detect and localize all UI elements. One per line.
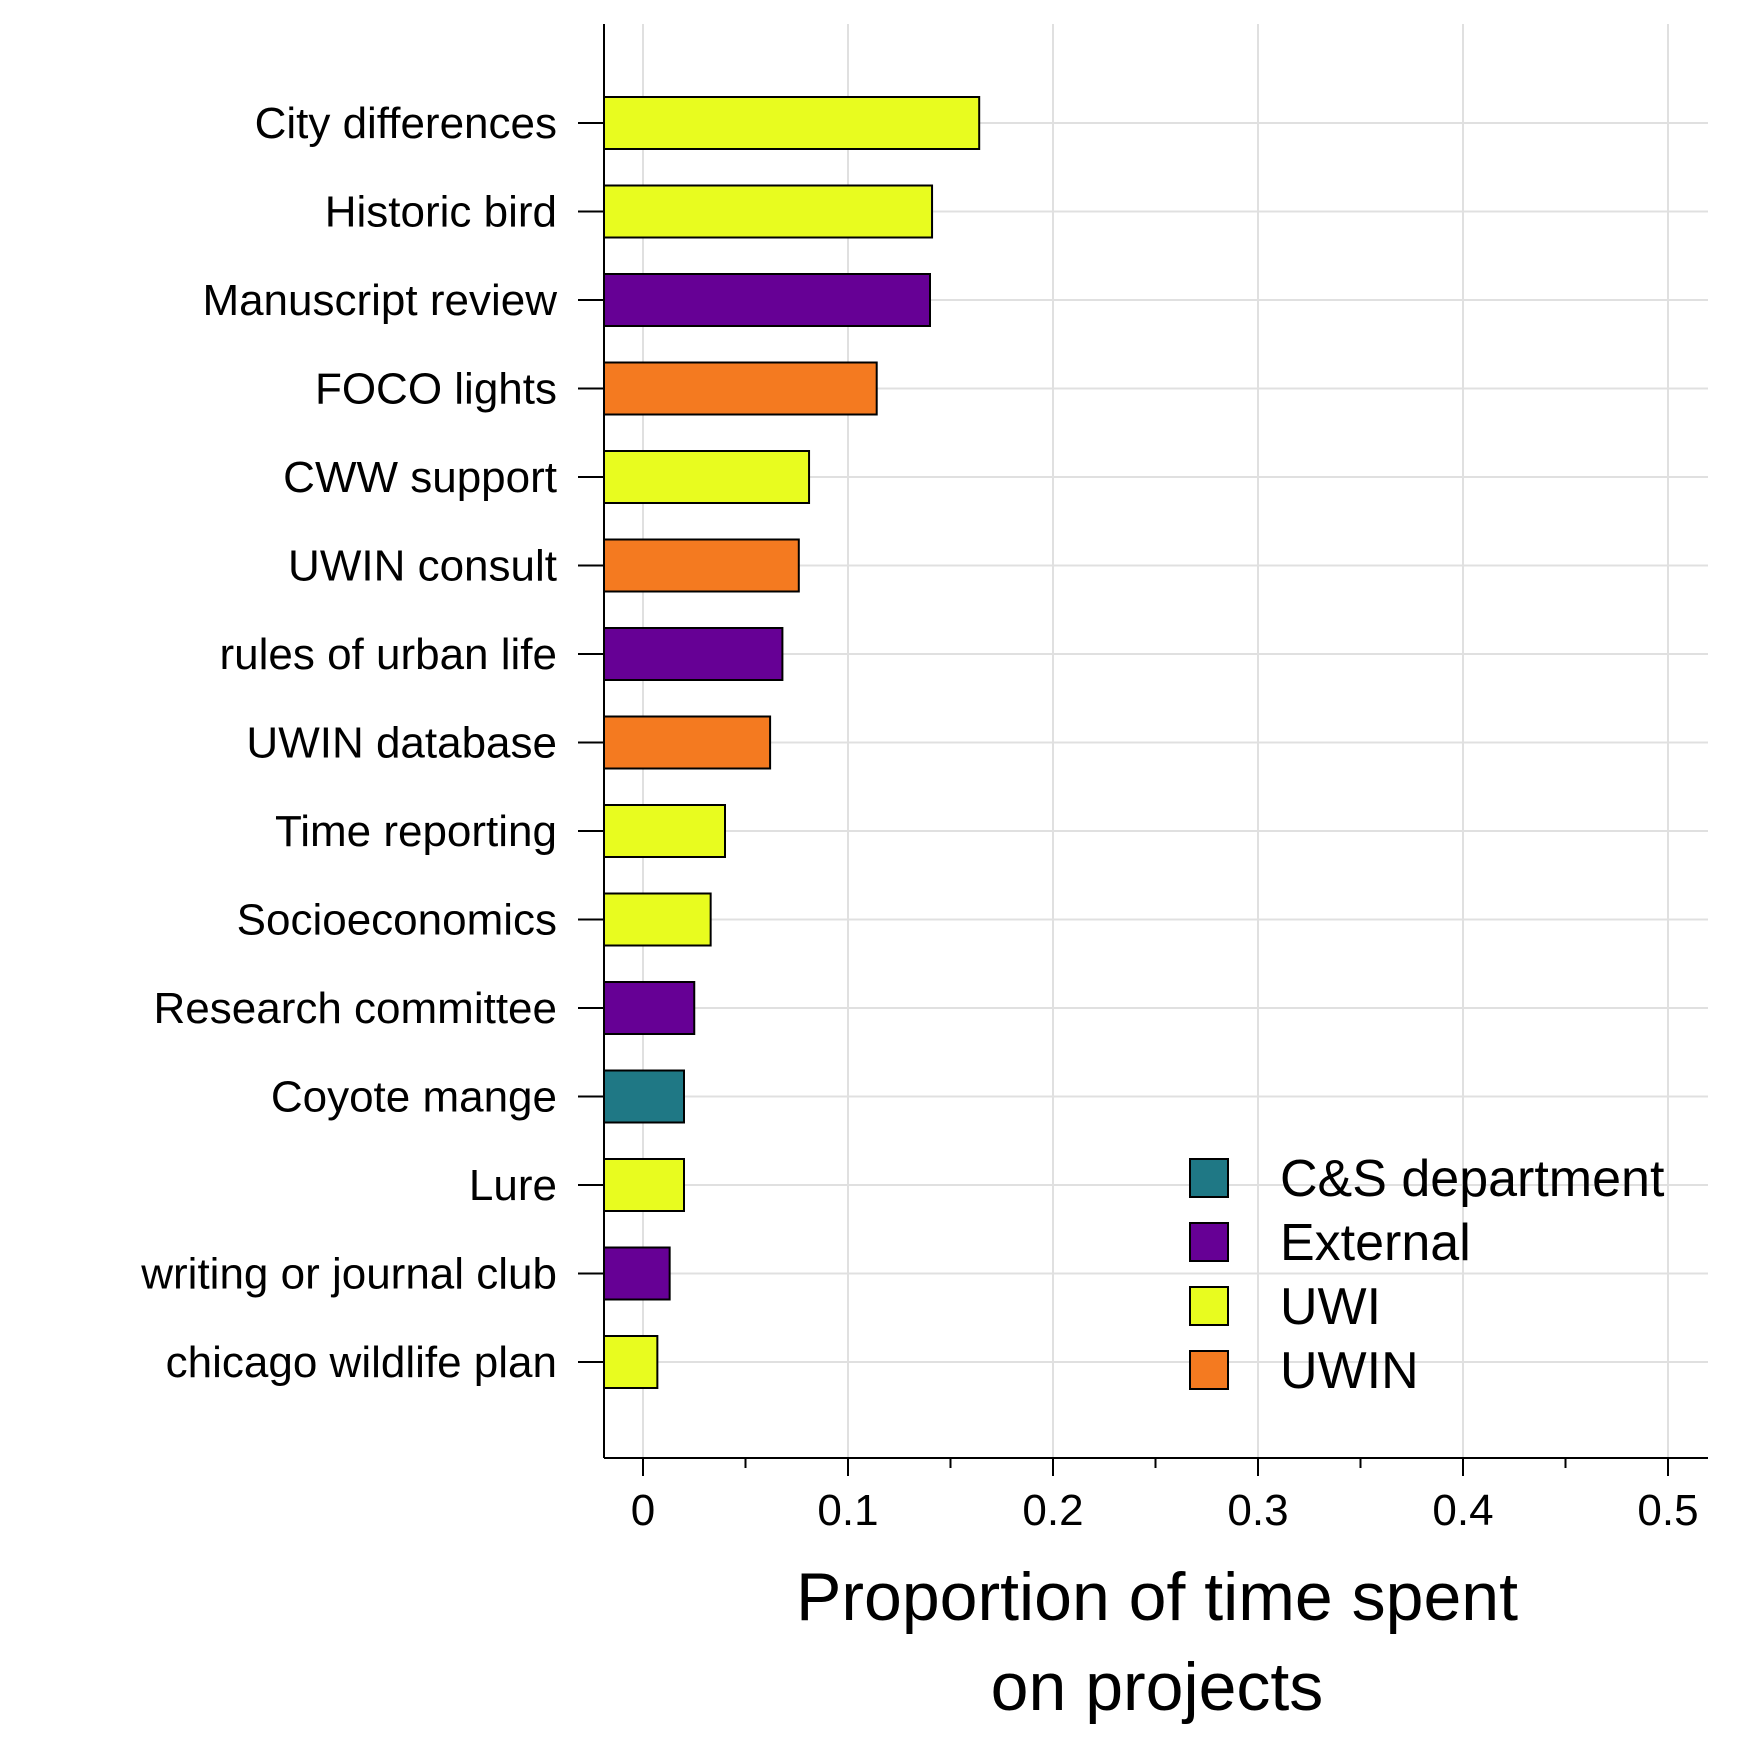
legend-label-external: External [1280,1214,1471,1272]
y-tick-labels: City differences Historic bird Manuscript … [140,99,557,1387]
bar-city-differences [603,96,981,150]
x-tick-label-0.1: 0.1 [817,1486,878,1535]
bar-socioeconomics [603,892,712,947]
x-tick-label-0.3: 0.3 [1227,1486,1288,1535]
bar-uwin-database [603,715,772,770]
legend-swatch-uwi [1189,1286,1229,1326]
bar-lure [603,1158,685,1212]
axes [578,24,1708,1476]
legend-label-uwin: UWIN [1280,1342,1419,1400]
bar-foco-lights [603,361,878,416]
y-tick-label-lure: Lure [469,1161,557,1210]
y-tick-label-manuscript-review: Manuscript review [202,276,557,325]
y-tick-label-socioeconomics: Socioeconomics [237,896,557,945]
x-tick-label-0.4: 0.4 [1432,1486,1493,1535]
x-axis-title-line-2: on projects [991,1649,1324,1725]
y-tick-label-rules-of-urban-life: rules of urban life [219,630,557,679]
x-axis-title-line-1: Proportion of time spent [796,1559,1518,1635]
legend-label-cands-department: C&S department [1280,1150,1665,1208]
y-tick-label-cww-support: CWW support [283,453,557,502]
y-tick-label-research-committee: Research committee [154,984,557,1033]
y-tick-label-coyote-mange: Coyote mange [271,1073,557,1122]
y-tick-label-writing-or-journal-club: writing or journal club [140,1250,557,1299]
bar-chicago-wildlife-plan [603,1335,659,1389]
bar-time-reporting [603,804,726,858]
y-tick-label-uwin-database: UWIN database [246,719,557,768]
legend-swatch-cands-department [1189,1158,1229,1198]
bar-manuscript-review [603,273,931,327]
y-tick-label-time-reporting: Time reporting [275,807,557,856]
y-tick-label-chicago-wildlife-plan: chicago wildlife plan [166,1338,557,1387]
bar-coyote-mange [603,1069,685,1124]
x-tick-label-0: 0 [631,1486,655,1535]
y-tick-label-historic-bird: Historic bird [325,188,557,237]
x-tick-labels: 0 0.1 0.2 0.3 0.4 0.5 [631,1486,1699,1535]
legend-label-uwi: UWI [1280,1278,1381,1336]
y-tick-label-foco-lights: FOCO lights [315,365,557,414]
x-axis-title: Proportion of time spent on projects [796,1559,1518,1725]
legend: C&S department External UWI UWIN [1189,1150,1665,1400]
bar-uwin-consult [603,538,800,593]
legend-swatch-uwin [1189,1350,1229,1390]
bar-writing-or-journal-club [603,1246,671,1301]
bar-cww-support [603,450,811,504]
bar-research-committee [603,981,696,1035]
y-tick-label-city-differences: City differences [255,99,557,148]
bar-rules-of-urban-life [603,627,784,681]
y-tick-label-uwin-consult: UWIN consult [288,542,557,591]
bars [603,96,981,1389]
x-tick-label-0.5: 0.5 [1637,1486,1698,1535]
bar-historic-bird [603,184,934,239]
x-tick-label-0.2: 0.2 [1022,1486,1083,1535]
legend-swatch-external [1189,1222,1229,1262]
